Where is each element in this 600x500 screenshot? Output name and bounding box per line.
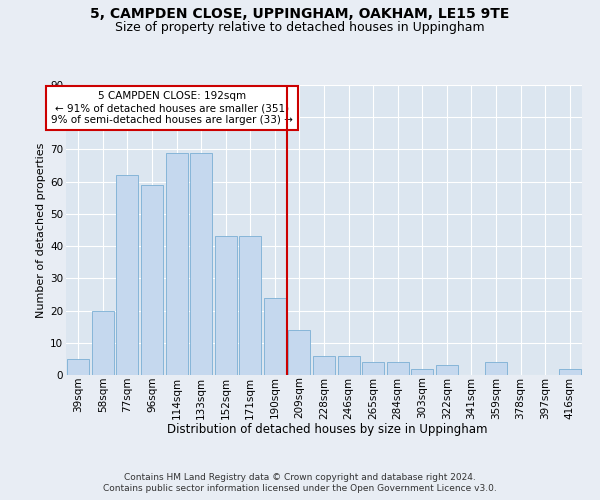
Bar xyxy=(411,368,433,375)
Text: Contains HM Land Registry data © Crown copyright and database right 2024.: Contains HM Land Registry data © Crown c… xyxy=(124,472,476,482)
Bar xyxy=(559,368,581,375)
Bar xyxy=(92,310,114,375)
Bar xyxy=(313,356,335,375)
Text: Contains public sector information licensed under the Open Government Licence v3: Contains public sector information licen… xyxy=(103,484,497,493)
Bar xyxy=(362,362,384,375)
Bar xyxy=(289,330,310,375)
Bar xyxy=(485,362,507,375)
Bar xyxy=(215,236,237,375)
Y-axis label: Number of detached properties: Number of detached properties xyxy=(36,142,46,318)
Bar xyxy=(386,362,409,375)
Bar xyxy=(239,236,262,375)
Text: Size of property relative to detached houses in Uppingham: Size of property relative to detached ho… xyxy=(115,21,485,34)
Bar xyxy=(264,298,286,375)
Bar xyxy=(338,356,359,375)
Text: 5 CAMPDEN CLOSE: 192sqm
← 91% of detached houses are smaller (351)
9% of semi-de: 5 CAMPDEN CLOSE: 192sqm ← 91% of detache… xyxy=(51,92,293,124)
Text: 5, CAMPDEN CLOSE, UPPINGHAM, OAKHAM, LE15 9TE: 5, CAMPDEN CLOSE, UPPINGHAM, OAKHAM, LE1… xyxy=(91,8,509,22)
Bar xyxy=(190,152,212,375)
Bar xyxy=(141,185,163,375)
Text: Distribution of detached houses by size in Uppingham: Distribution of detached houses by size … xyxy=(167,422,487,436)
Bar xyxy=(67,359,89,375)
Bar xyxy=(436,366,458,375)
Bar xyxy=(116,175,139,375)
Bar xyxy=(166,152,188,375)
